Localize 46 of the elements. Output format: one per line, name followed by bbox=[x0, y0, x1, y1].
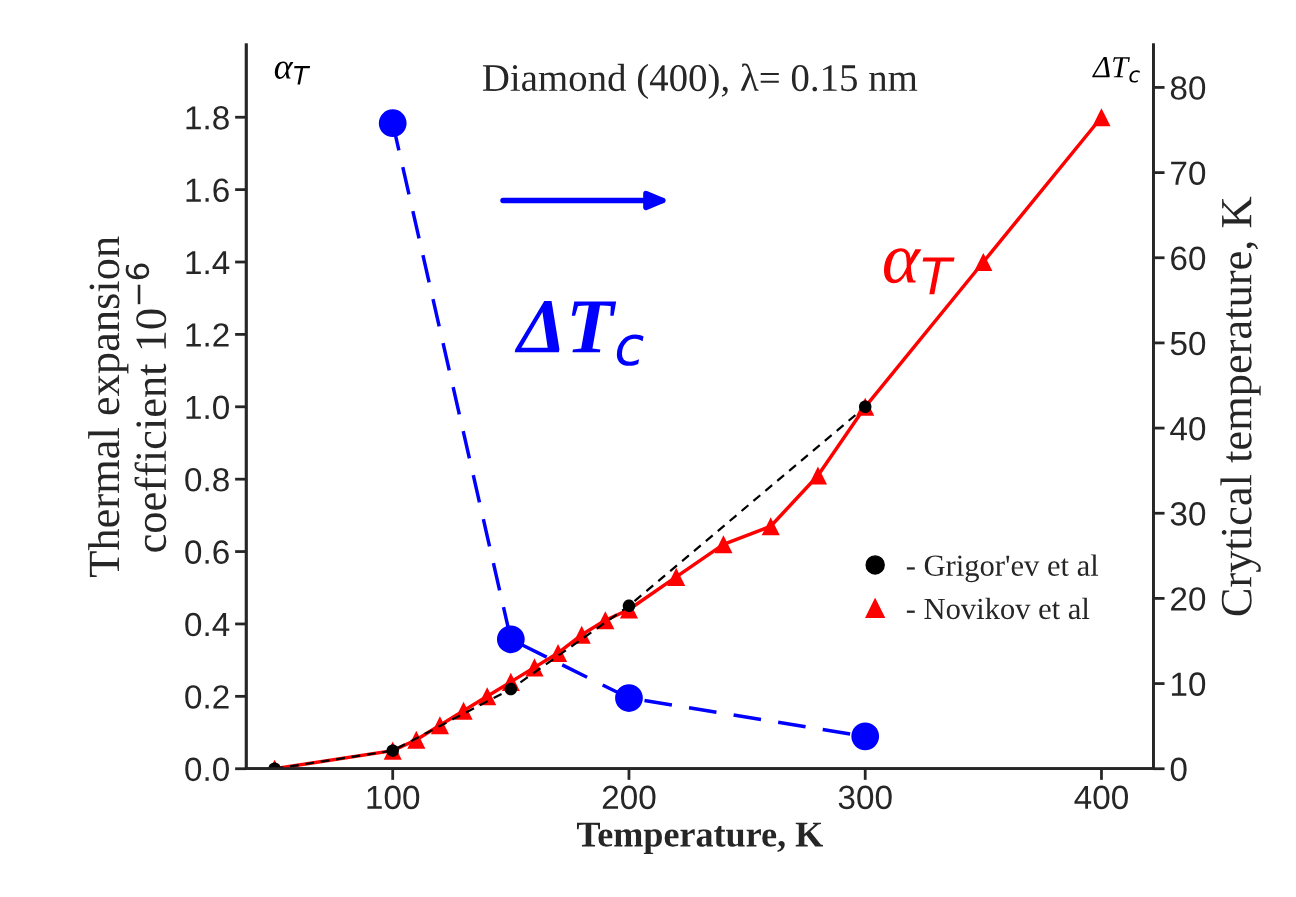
point bbox=[430, 716, 449, 735]
y-tick-label: 0.4 bbox=[185, 612, 230, 637]
x-tick-label: 200 bbox=[602, 785, 656, 810]
y2-tick-label: 50 bbox=[1170, 331, 1206, 356]
y-tick-label: 1.4 bbox=[186, 251, 230, 275]
point bbox=[851, 722, 880, 751]
y2-tick-label: 10 bbox=[1171, 672, 1206, 696]
y2-tick-label: 20 bbox=[1171, 587, 1206, 611]
annotation: ΔT$_{c}$ bbox=[514, 300, 644, 366]
y-tick-label: 0.0 bbox=[185, 757, 229, 782]
x-tick-label: 400 bbox=[1074, 785, 1128, 810]
point bbox=[1092, 108, 1111, 127]
y-tick-label: 0.2 bbox=[185, 685, 229, 709]
x-tick-label: 300 bbox=[838, 785, 892, 810]
point bbox=[615, 684, 643, 712]
point bbox=[622, 599, 636, 613]
point bbox=[504, 682, 518, 696]
legend-label: - Grigor'ev et al bbox=[906, 554, 1099, 583]
annotation: α$_{T}$ bbox=[274, 61, 311, 85]
y2-tick-label: 40 bbox=[1170, 416, 1206, 441]
y2-tick-label: 70 bbox=[1171, 161, 1206, 185]
y2-axis-title: Crytical temperature, K bbox=[1220, 196, 1261, 616]
legend-label: - Novikov et al bbox=[906, 597, 1090, 620]
y2-tick-label: 30 bbox=[1170, 502, 1206, 526]
y-tick-label: 1.8 bbox=[186, 106, 229, 130]
point bbox=[974, 252, 993, 272]
y2-tick-label: 80 bbox=[1170, 76, 1206, 100]
y-tick-label: 1.2 bbox=[186, 323, 229, 347]
point bbox=[714, 535, 733, 554]
y-axis-title: Thermal expansion coefficient 10$^{−6}$ bbox=[88, 236, 167, 577]
point bbox=[667, 567, 686, 586]
x-tick-label: 100 bbox=[367, 785, 420, 810]
point bbox=[761, 517, 780, 536]
y-tick-label: 1.0 bbox=[186, 395, 229, 420]
x-axis-title: Temperature, K bbox=[577, 822, 823, 855]
point bbox=[808, 466, 827, 485]
point bbox=[496, 625, 525, 654]
chart-title: Diamond (400), λ= 0.15 nm bbox=[482, 63, 918, 100]
y-tick-label: 0.6 bbox=[185, 540, 229, 564]
annotation: α$_{T}$ bbox=[883, 248, 955, 295]
y2-tick-label: 0 bbox=[1170, 757, 1187, 782]
annotation: ΔT$_{c}$ bbox=[1092, 57, 1140, 83]
y-tick-label: 0.8 bbox=[185, 467, 229, 492]
point bbox=[378, 109, 407, 138]
y-tick-label: 1.6 bbox=[186, 178, 229, 203]
y2-tick-label: 60 bbox=[1171, 246, 1206, 271]
